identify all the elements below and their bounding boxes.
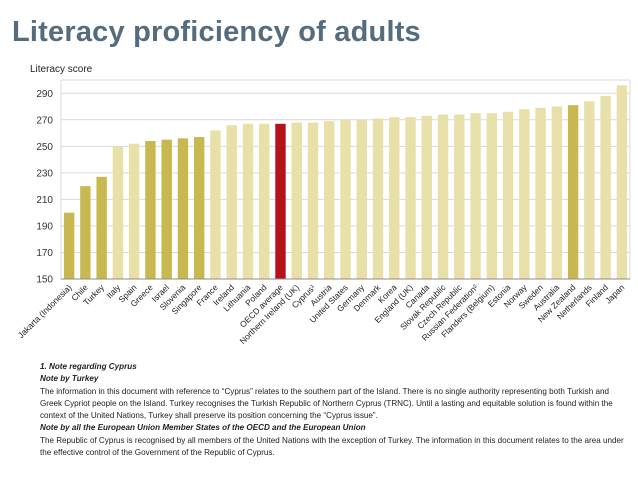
note-heading: 1. Note regarding Cyprus <box>40 362 137 371</box>
bar <box>340 119 351 279</box>
bar <box>389 117 400 279</box>
y-tick-label: 210 <box>36 195 53 206</box>
bar <box>259 123 270 279</box>
bar <box>616 85 628 279</box>
bar <box>96 176 107 279</box>
bar <box>307 122 319 279</box>
bar <box>63 212 75 279</box>
note-text: The Republic of Cyprus is recognised by … <box>40 435 624 458</box>
bar <box>535 107 546 279</box>
bar <box>193 137 205 279</box>
note-text: The information in this document with re… <box>40 386 613 421</box>
y-tick-label: 190 <box>36 221 53 232</box>
y-tick-label: 290 <box>36 89 53 100</box>
bar <box>454 114 465 279</box>
y-tick-label: 150 <box>36 275 53 286</box>
bar <box>226 125 237 280</box>
bar <box>291 122 302 279</box>
bar <box>519 109 530 279</box>
bar <box>421 115 432 279</box>
bar <box>128 143 140 279</box>
bar <box>551 106 563 280</box>
page-title: Literacy proficiency of adults <box>12 16 421 48</box>
bar <box>210 130 221 279</box>
y-tick-label: 170 <box>36 248 53 259</box>
y-axis-ticks: 150 170 190 210 230 250 270 290 <box>36 89 53 286</box>
bar <box>112 146 124 279</box>
literacy-bar-chart: Literacy score 150170190210230250270290 … <box>16 64 631 346</box>
bars <box>63 85 628 280</box>
bar <box>405 117 416 279</box>
bar <box>324 121 335 279</box>
bar <box>600 95 611 279</box>
note-heading: Note by all the European Union Member St… <box>40 423 366 433</box>
y-tick-label: 230 <box>36 168 53 179</box>
bar <box>242 123 254 279</box>
bar <box>567 105 579 279</box>
bar <box>486 113 498 280</box>
footnotes: 1. Note regarding Cyprus Note by Turkey Th… <box>40 361 630 459</box>
x-axis-labels: Jakarta (Indonesia)ChileTurkeyItalySpain… <box>16 282 627 346</box>
bar <box>177 138 189 279</box>
bar <box>372 118 384 280</box>
y-tick-label: 270 <box>36 115 53 126</box>
x-tick-label: Jakarta (Indonesia) <box>16 282 74 340</box>
bar <box>275 123 286 279</box>
bar <box>145 141 156 279</box>
bar <box>80 186 91 279</box>
bar <box>437 114 449 279</box>
bar <box>470 113 481 280</box>
note-heading: Note by Turkey <box>40 374 99 384</box>
y-axis-label: Literacy score <box>30 64 93 75</box>
x-tick-label: Japan <box>603 282 626 305</box>
bar <box>502 111 514 279</box>
bar <box>584 101 595 279</box>
y-tick-label: 250 <box>36 142 53 153</box>
bar <box>356 119 367 279</box>
bar <box>161 139 172 279</box>
